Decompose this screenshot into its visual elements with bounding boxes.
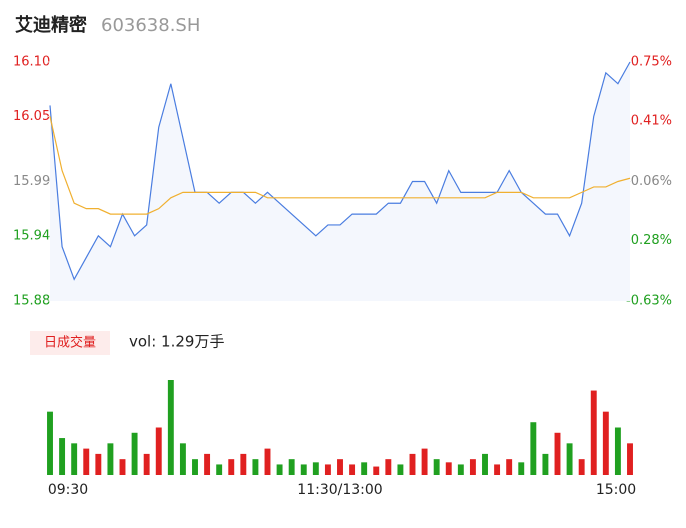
volume-bar — [95, 453, 102, 475]
volume-bar — [107, 443, 114, 475]
volume-bar — [349, 464, 356, 475]
volume-bar — [83, 448, 90, 475]
volume-bar — [361, 462, 368, 475]
volume-bar — [324, 464, 331, 475]
y-tick-label: 15.94 — [13, 228, 50, 243]
x-tick-label: 15:00 — [596, 482, 636, 498]
volume-bar — [264, 448, 271, 475]
volume-bar — [192, 459, 198, 475]
volume-bar — [421, 448, 428, 475]
volume-bar — [240, 453, 247, 475]
volume-bar — [506, 459, 513, 475]
y2-tick-label: 0.75% — [631, 55, 672, 70]
volume-bar — [627, 443, 633, 475]
volume-bar — [143, 453, 150, 475]
volume-bar — [155, 427, 162, 475]
volume-bar — [131, 432, 138, 475]
volume-bar — [494, 464, 501, 475]
volume-bar — [482, 453, 488, 475]
volume-bar — [252, 459, 259, 475]
average-line — [49, 116, 631, 215]
volume-bar — [542, 453, 549, 475]
volume-bar — [119, 459, 126, 475]
volume-bar — [566, 443, 573, 475]
volume-bar — [409, 453, 416, 475]
volume-bar — [312, 462, 319, 475]
volume-bar — [71, 443, 78, 475]
y-tick-label: 16.10 — [13, 55, 50, 70]
volume-bar — [47, 411, 53, 475]
volume-bar — [228, 459, 235, 475]
volume-bar — [578, 459, 585, 475]
price-line — [49, 61, 631, 281]
volume-bar — [614, 427, 621, 475]
y-tick-label: 16.05 — [13, 109, 50, 124]
volume-bar — [469, 459, 476, 475]
volume-bar — [337, 459, 343, 475]
volume-bar — [167, 380, 174, 475]
volume-bar — [59, 438, 66, 475]
volume-bar — [590, 390, 597, 475]
volume-bar — [554, 432, 561, 475]
volume-bar — [385, 459, 392, 475]
volume-bar — [445, 462, 452, 475]
volume-bar — [204, 453, 211, 475]
volume-badge — [30, 331, 110, 355]
y2-tick-label: -0.28% — [626, 233, 672, 248]
y2-tick-label: -0.63% — [626, 294, 672, 309]
y-tick-label: 15.99 — [13, 174, 50, 189]
y2-tick-label: 0.06% — [631, 174, 672, 189]
volume-bar — [216, 464, 223, 475]
volume-bar — [433, 459, 440, 475]
stock-code: 603638.SH — [101, 15, 200, 36]
volume-bar — [300, 464, 307, 475]
volume-bar — [457, 464, 464, 475]
volume-bar — [530, 422, 537, 475]
volume-bar — [397, 464, 404, 475]
volume-bar — [179, 443, 186, 475]
volume-bar — [276, 464, 283, 475]
volume-summary: vol: 1.29万手 — [129, 333, 224, 351]
x-tick-label: 09:30 — [48, 482, 88, 498]
volume-label: 日成交量 — [44, 335, 96, 351]
x-tick-label: 11:30/13:00 — [297, 482, 382, 498]
y-tick-label: 15.88 — [13, 294, 50, 309]
volume-bar — [602, 411, 609, 475]
volume-bar — [373, 466, 380, 475]
y2-tick-label: 0.41% — [631, 113, 672, 128]
volume-bar — [518, 462, 525, 475]
price-area — [50, 62, 630, 301]
volume-bar — [288, 459, 295, 475]
stock-name: 艾迪精密 — [15, 14, 87, 36]
